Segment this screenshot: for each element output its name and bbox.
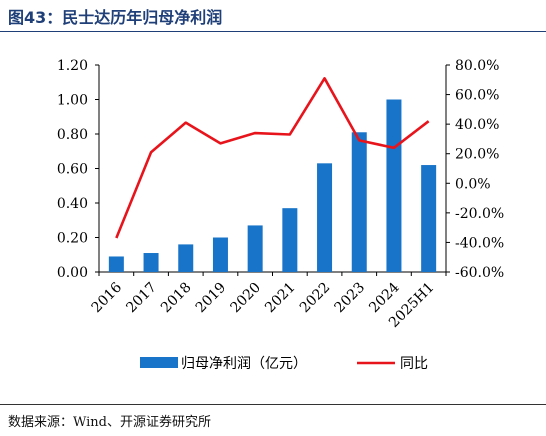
left-y-tick-label: 1.20 — [57, 58, 88, 74]
legend-swatch-bar — [140, 357, 178, 368]
x-tick-label: 2022 — [297, 280, 334, 317]
bar — [143, 253, 159, 272]
bar — [351, 132, 367, 272]
left-y-tick-label: 0.20 — [57, 231, 88, 247]
x-tick-label: 2023 — [332, 280, 369, 317]
bar — [178, 244, 194, 272]
left-y-tick-label: 1.00 — [57, 93, 88, 109]
x-tick-label: 2020 — [227, 280, 264, 317]
chart-legend: 归母净利润（亿元） 同比 — [140, 355, 428, 372]
bar — [212, 237, 228, 272]
source-note: 数据来源：Wind、开源证券研究所 — [8, 415, 211, 430]
legend-label-bar: 归母净利润（亿元） — [181, 355, 307, 372]
left-y-tick-label: 0.00 — [57, 265, 88, 281]
line-series — [115, 77, 430, 239]
right-y-tick-label: -60.0% — [455, 265, 504, 281]
right-y-tick-label: -20.0% — [455, 206, 504, 222]
right-y-tick-label: 20.0% — [455, 147, 499, 163]
chart-title: 图43：民士达历年归母净利润 — [8, 8, 223, 27]
legend-label-line: 同比 — [400, 356, 428, 372]
combo-chart: 0.00 0.20 0.40 0.60 0.80 1.00 1.20 -60.0% -40.0%… — [57, 58, 504, 372]
left-y-tick-label: 0.80 — [57, 127, 88, 143]
tick-labels: 0.00 0.20 0.40 0.60 0.80 1.00 1.20 -60.0% -40.0%… — [57, 58, 504, 331]
left-y-tick-label: 0.40 — [57, 196, 88, 212]
yoy-line — [115, 77, 430, 239]
right-y-tick-label: 60.0% — [455, 88, 499, 104]
bar — [421, 165, 437, 272]
right-y-tick-label: -40.0% — [455, 235, 504, 251]
x-tick-label: 2016 — [89, 279, 126, 316]
bar — [317, 163, 333, 272]
bar — [108, 256, 124, 272]
bar-series — [108, 99, 437, 272]
x-tick-label: 2017 — [123, 280, 160, 317]
left-y-tick-label: 0.60 — [57, 162, 88, 178]
bar — [282, 208, 298, 272]
right-y-tick-label: 40.0% — [455, 117, 499, 133]
footer-divider — [0, 404, 546, 405]
x-tick-label: 2018 — [158, 280, 195, 317]
bar — [386, 99, 402, 272]
bar — [247, 225, 263, 272]
title-divider — [0, 31, 546, 32]
x-tick-label: 2021 — [262, 280, 299, 317]
right-y-tick-label: 0.0% — [455, 176, 491, 192]
x-tick-label: 2019 — [193, 280, 230, 317]
right-y-tick-label: 80.0% — [455, 58, 499, 74]
